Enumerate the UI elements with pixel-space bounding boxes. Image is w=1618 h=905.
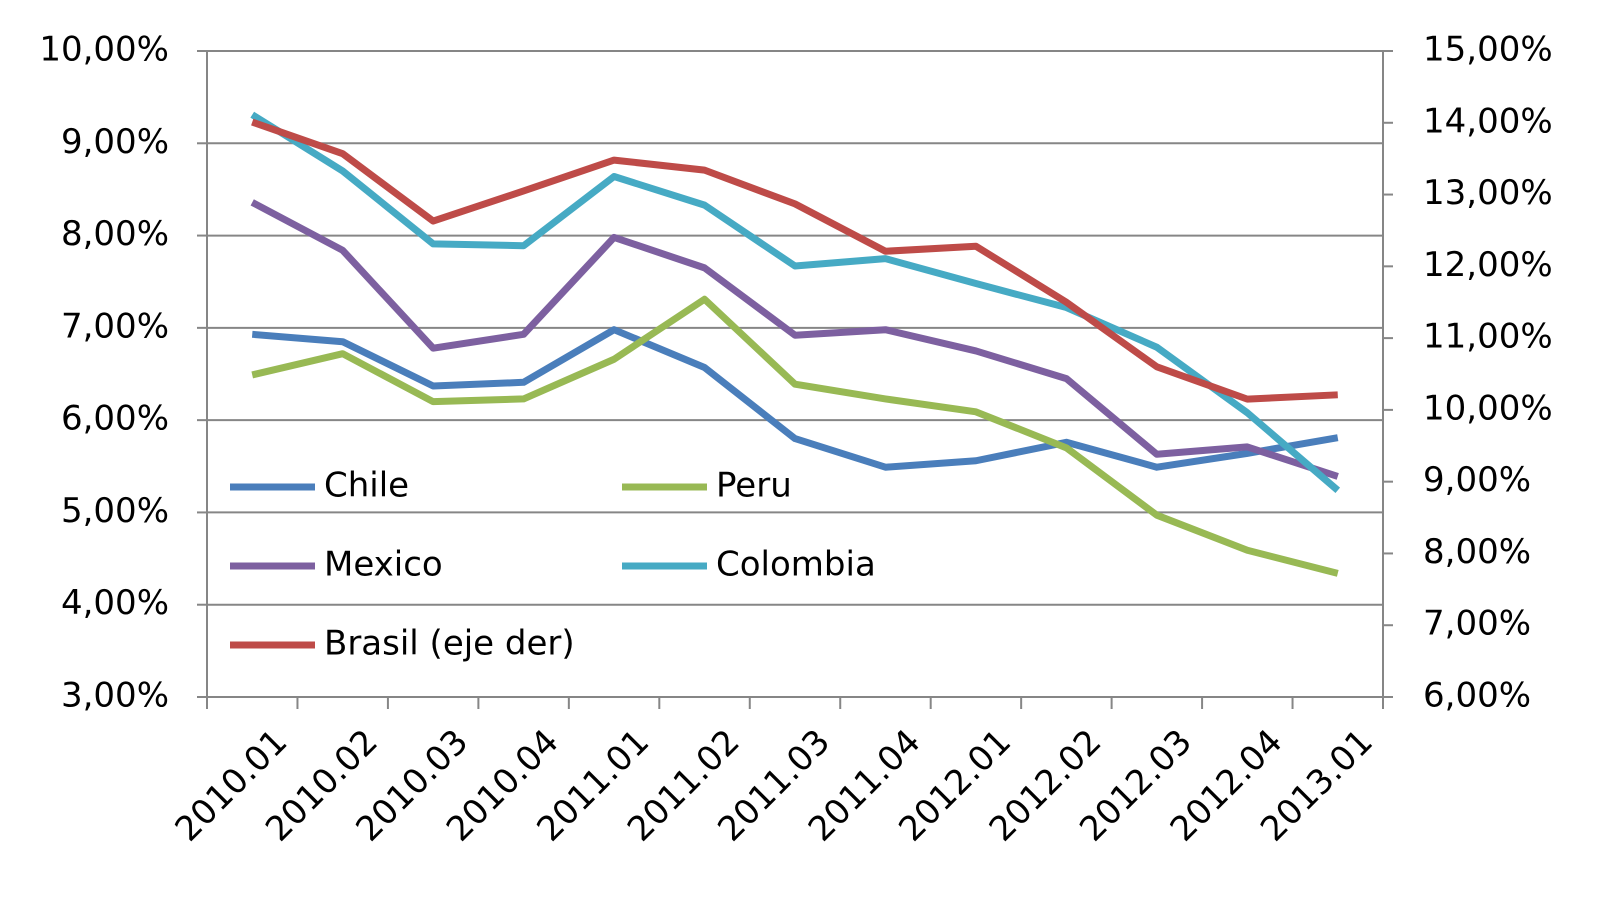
- y2-tick-label: 11,00%: [1423, 317, 1553, 357]
- y-tick-label: 4,00%: [61, 583, 169, 623]
- y-tick-label: 6,00%: [61, 399, 169, 439]
- y-tick-label: 5,00%: [61, 491, 169, 531]
- legend-label: Chile: [324, 466, 409, 506]
- y2-tick-label: 13,00%: [1423, 173, 1553, 213]
- legend-label: Brasil (eje der): [324, 624, 575, 664]
- legend-label: Mexico: [324, 545, 443, 585]
- y2-tick-label: 8,00%: [1423, 532, 1531, 572]
- series-line: [250, 199, 1339, 480]
- y-tick-label: 7,00%: [61, 306, 169, 346]
- series-line: [251, 295, 1339, 577]
- y2-tick-label: 9,00%: [1423, 460, 1531, 500]
- series-line: [251, 326, 1339, 471]
- legend-label: Peru: [716, 466, 792, 506]
- legend-label: Colombia: [716, 545, 876, 585]
- y2-tick-label: 15,00%: [1423, 30, 1553, 70]
- series-line: [250, 111, 1341, 493]
- y2-tick-label: 14,00%: [1423, 101, 1553, 141]
- y-tick-label: 8,00%: [61, 214, 169, 254]
- y2-tick-label: 10,00%: [1423, 388, 1553, 428]
- y2-tick-label: 6,00%: [1423, 676, 1531, 716]
- y-tick-label: 3,00%: [61, 676, 169, 716]
- y2-tick-label: 7,00%: [1423, 604, 1531, 644]
- y-tick-label: 10,00%: [39, 30, 169, 70]
- y2-tick-label: 12,00%: [1423, 245, 1553, 285]
- y-tick-label: 9,00%: [61, 122, 169, 162]
- series-line: [251, 118, 1338, 403]
